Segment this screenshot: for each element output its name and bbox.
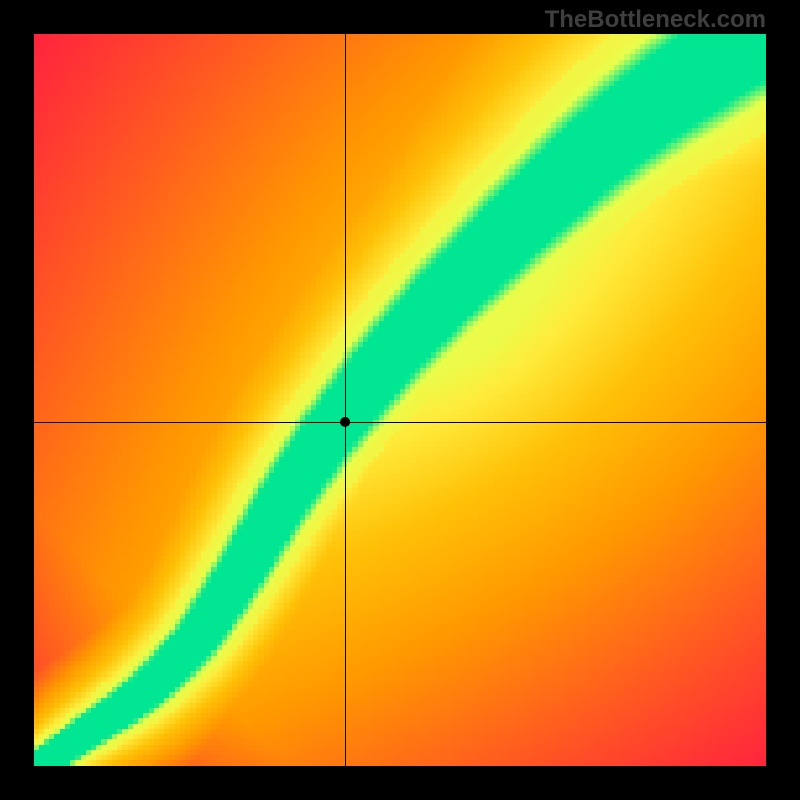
bottleneck-heatmap	[34, 34, 766, 766]
chart-container: TheBottleneck.com	[0, 0, 800, 800]
watermark-text: TheBottleneck.com	[545, 6, 766, 34]
